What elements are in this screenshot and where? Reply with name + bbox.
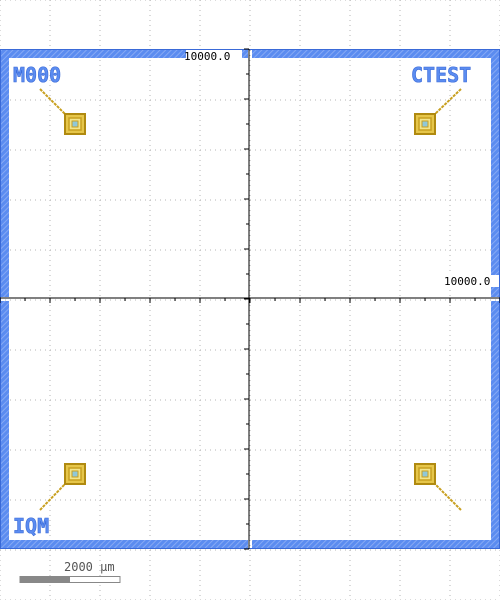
- label-ctest: CTEST: [411, 63, 471, 87]
- diagonal-connector: [39, 88, 66, 115]
- alignment-mark-bottom-left[interactable]: [39, 463, 86, 511]
- die-frame: [0, 49, 500, 549]
- alignment-mark-icon: [414, 113, 436, 135]
- label-iqm: IQM: [13, 514, 49, 538]
- axis-ticks: [0, 48, 500, 550]
- x-axis-max-label: 10000.0: [444, 275, 490, 288]
- alignment-mark-icon: [64, 463, 86, 485]
- diagonal-connector: [39, 483, 66, 511]
- scale-bar-fill: [20, 576, 70, 583]
- alignment-mark-icon: [64, 113, 86, 135]
- alignment-mark-icon: [414, 463, 436, 485]
- scale-bar: 2000 µm: [19, 560, 121, 583]
- diagonal-connector: [434, 483, 462, 511]
- axes: [0, 48, 500, 550]
- alignment-mark-top-right[interactable]: [414, 88, 462, 135]
- alignment-mark-top-left[interactable]: [39, 88, 86, 135]
- diagonal-connector: [434, 88, 462, 115]
- label-m000: M000: [13, 63, 61, 87]
- y-axis-max-label: 10000.0: [184, 50, 230, 63]
- alignment-mark-bottom-right[interactable]: [414, 463, 462, 511]
- scale-bar-label: 2000 µm: [64, 560, 115, 574]
